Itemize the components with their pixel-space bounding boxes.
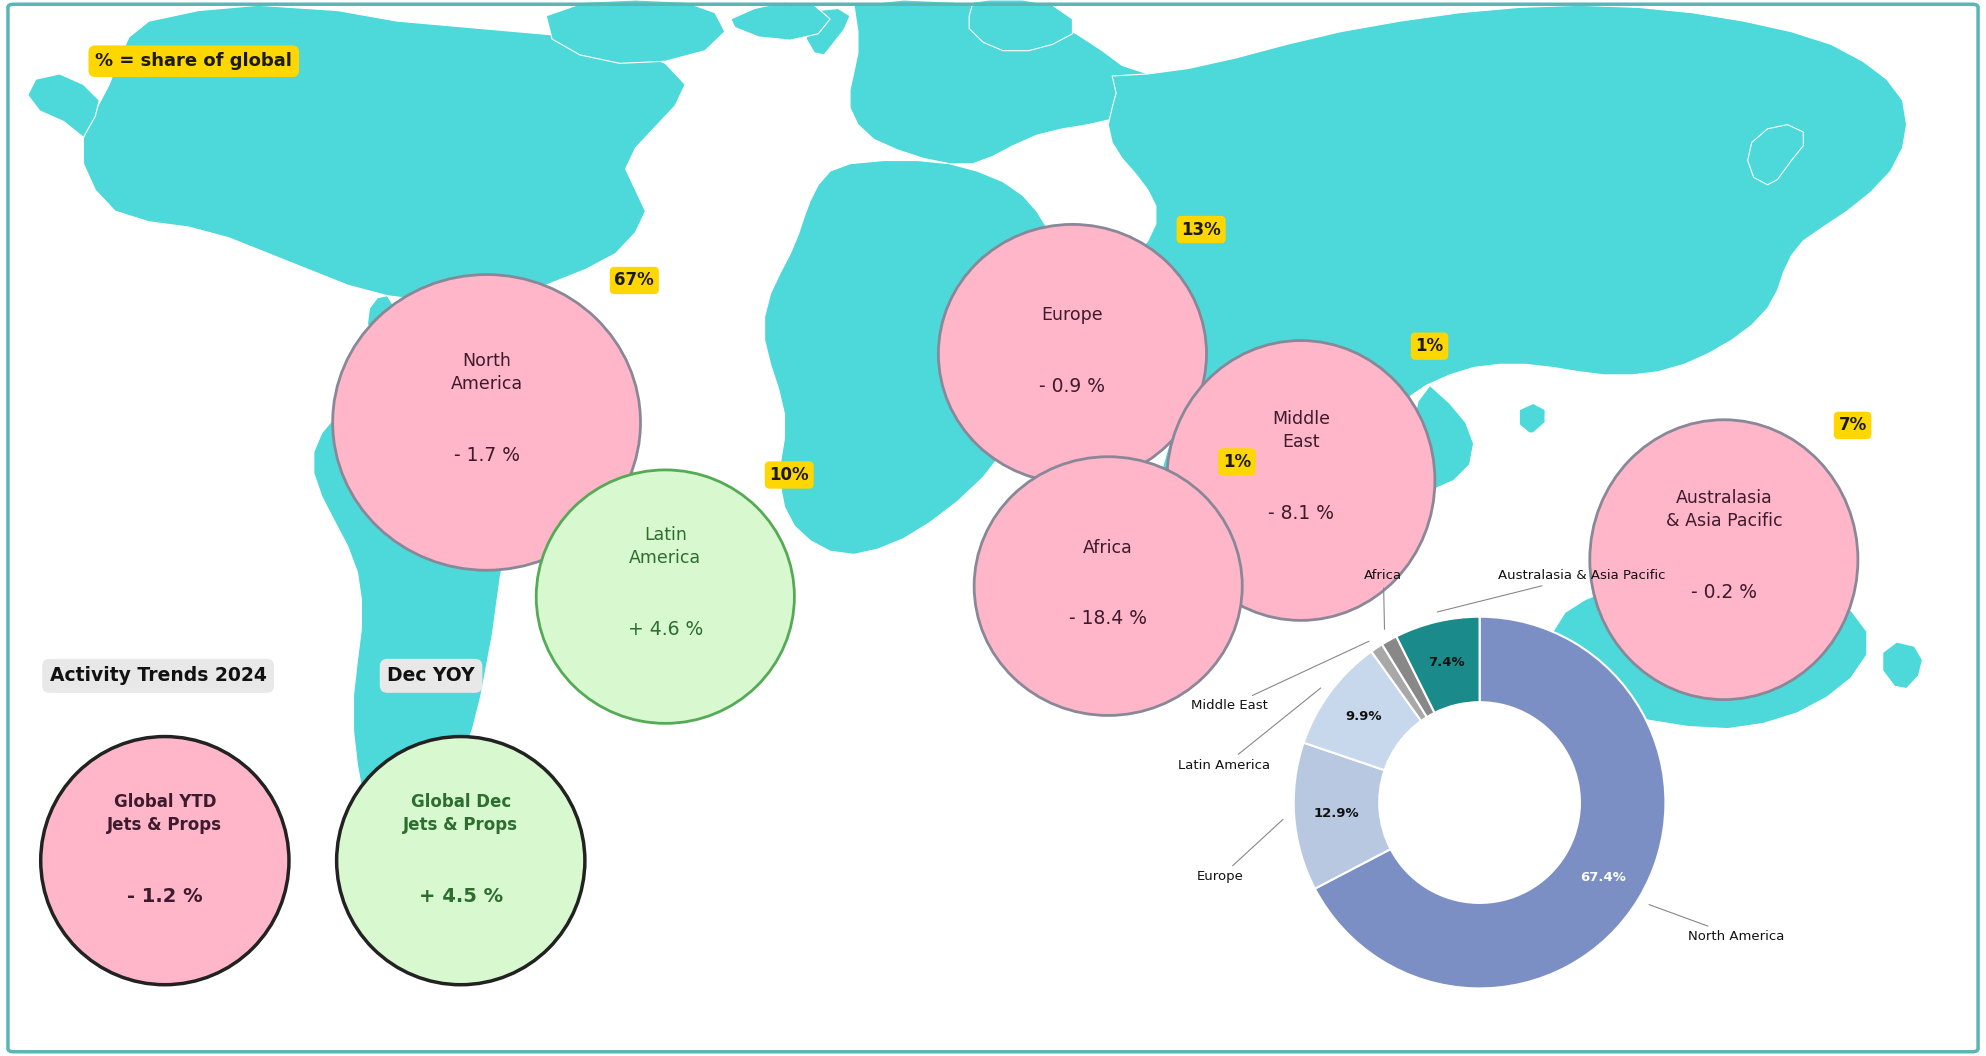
Text: 7%: 7% xyxy=(1839,416,1867,434)
Text: Australasia
& Asia Pacific: Australasia & Asia Pacific xyxy=(1666,489,1781,530)
Polygon shape xyxy=(1386,385,1474,496)
Text: 9.9%: 9.9% xyxy=(1347,711,1382,723)
Text: 1%: 1% xyxy=(1223,453,1251,471)
Text: Latin America: Latin America xyxy=(1178,687,1321,772)
Text: 13%: 13% xyxy=(1182,221,1221,239)
Polygon shape xyxy=(765,161,1053,554)
Ellipse shape xyxy=(536,470,794,723)
Ellipse shape xyxy=(973,456,1243,716)
Text: - 1.2 %: - 1.2 % xyxy=(127,887,203,906)
Text: 7.4%: 7.4% xyxy=(1428,656,1466,668)
Text: Europe: Europe xyxy=(1041,306,1104,324)
Wedge shape xyxy=(1372,644,1426,721)
Text: 67.4%: 67.4% xyxy=(1579,871,1627,884)
Text: - 1.7 %: - 1.7 % xyxy=(453,446,520,465)
Text: - 0.2 %: - 0.2 % xyxy=(1690,583,1758,602)
Polygon shape xyxy=(83,5,685,301)
Polygon shape xyxy=(806,8,850,55)
Polygon shape xyxy=(1748,125,1803,185)
Ellipse shape xyxy=(1589,419,1859,700)
Text: Global YTD
Jets & Props: Global YTD Jets & Props xyxy=(107,793,222,834)
Wedge shape xyxy=(1315,617,1666,988)
Text: Australasia & Asia Pacific: Australasia & Asia Pacific xyxy=(1438,569,1666,612)
Text: - 18.4 %: - 18.4 % xyxy=(1068,609,1148,628)
Text: 67%: 67% xyxy=(614,271,653,289)
Text: Latin
America: Latin America xyxy=(630,526,701,567)
Text: Activity Trends 2024: Activity Trends 2024 xyxy=(50,666,266,685)
Text: 12.9%: 12.9% xyxy=(1313,807,1358,821)
Ellipse shape xyxy=(937,224,1207,484)
Wedge shape xyxy=(1303,652,1422,770)
Text: Middle
East: Middle East xyxy=(1271,410,1331,451)
Ellipse shape xyxy=(42,737,290,984)
Text: Middle East: Middle East xyxy=(1192,641,1368,713)
Polygon shape xyxy=(1037,351,1076,403)
Polygon shape xyxy=(969,0,1072,51)
Polygon shape xyxy=(1883,642,1922,689)
Polygon shape xyxy=(850,0,1188,164)
Text: Europe: Europe xyxy=(1198,819,1283,884)
Text: Africa: Africa xyxy=(1082,539,1134,557)
Text: Dec YOY: Dec YOY xyxy=(387,666,475,685)
Wedge shape xyxy=(1382,637,1434,717)
Text: + 4.6 %: + 4.6 % xyxy=(628,620,703,639)
Polygon shape xyxy=(28,74,99,137)
Polygon shape xyxy=(731,2,830,40)
Text: 10%: 10% xyxy=(769,466,808,484)
Ellipse shape xyxy=(336,737,584,984)
Polygon shape xyxy=(546,0,725,63)
Text: - 8.1 %: - 8.1 % xyxy=(1267,504,1335,523)
Polygon shape xyxy=(1519,403,1545,433)
Ellipse shape xyxy=(332,275,639,570)
Text: - 0.9 %: - 0.9 % xyxy=(1039,377,1106,396)
Text: North America: North America xyxy=(1648,905,1783,943)
Polygon shape xyxy=(367,296,461,372)
Text: + 4.5 %: + 4.5 % xyxy=(419,887,502,906)
Text: North
America: North America xyxy=(451,352,522,393)
Ellipse shape xyxy=(1168,340,1436,620)
Polygon shape xyxy=(314,372,552,882)
Wedge shape xyxy=(1293,742,1390,889)
Polygon shape xyxy=(1553,568,1867,729)
Text: 1%: 1% xyxy=(1416,337,1444,355)
Text: % = share of global: % = share of global xyxy=(95,52,292,71)
Text: Africa: Africa xyxy=(1364,569,1402,629)
Polygon shape xyxy=(1108,5,1907,579)
Text: Global Dec
Jets & Props: Global Dec Jets & Props xyxy=(403,793,518,834)
Wedge shape xyxy=(1396,617,1480,713)
